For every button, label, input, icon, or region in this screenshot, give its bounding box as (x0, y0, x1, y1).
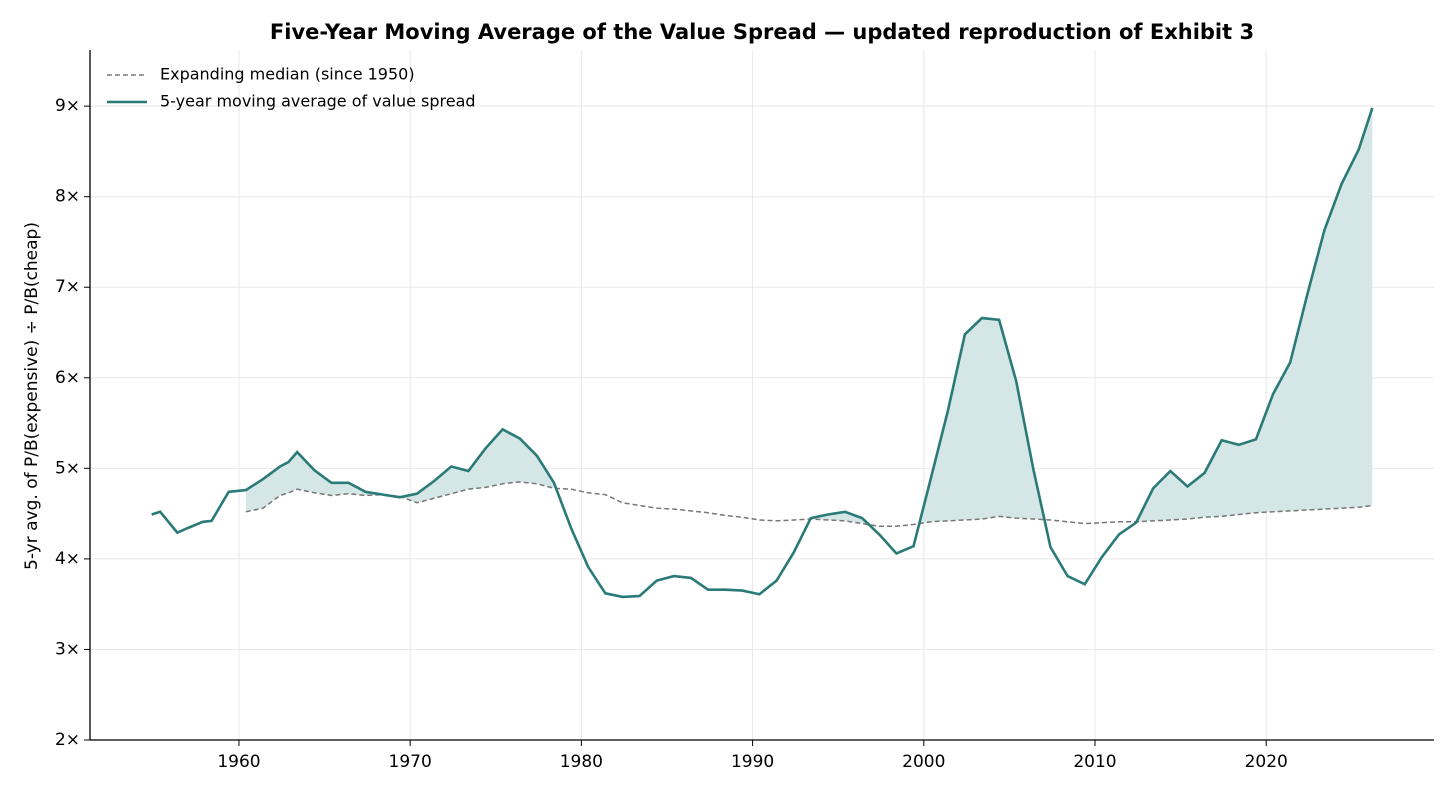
legend-label: Expanding median (since 1950) (160, 65, 415, 84)
y-tick-label: 5× (55, 458, 80, 478)
y-axis-label: 5-yr avg. of P/B(expensive) ÷ P/B(cheap) (22, 222, 42, 570)
series-line (151, 107, 1374, 599)
y-tick-label: 8× (55, 187, 80, 207)
series-line (245, 481, 1373, 528)
y-tick-label: 2× (55, 730, 80, 750)
y-tick-label: 9× (55, 96, 80, 116)
legend-label: 5-year moving average of value spread (160, 92, 476, 111)
x-tick-label: 1970 (389, 752, 432, 772)
x-tick-label: 1960 (217, 752, 260, 772)
x-tick-label: 2010 (1073, 752, 1116, 772)
fill-area (245, 107, 1373, 527)
x-tick-label: 1980 (560, 752, 603, 772)
y-tick-label: 4× (55, 549, 80, 569)
x-tick-label: 2020 (1245, 752, 1288, 772)
y-tick-label: 7× (55, 277, 80, 297)
y-tick-label: 6× (55, 368, 80, 388)
chart-title: Five-Year Moving Average of the Value Sp… (270, 20, 1254, 44)
x-tick-label: 2000 (902, 752, 945, 772)
grid (90, 50, 1434, 741)
x-tick-label: 1990 (731, 752, 774, 772)
y-tick-label: 3× (55, 639, 80, 659)
